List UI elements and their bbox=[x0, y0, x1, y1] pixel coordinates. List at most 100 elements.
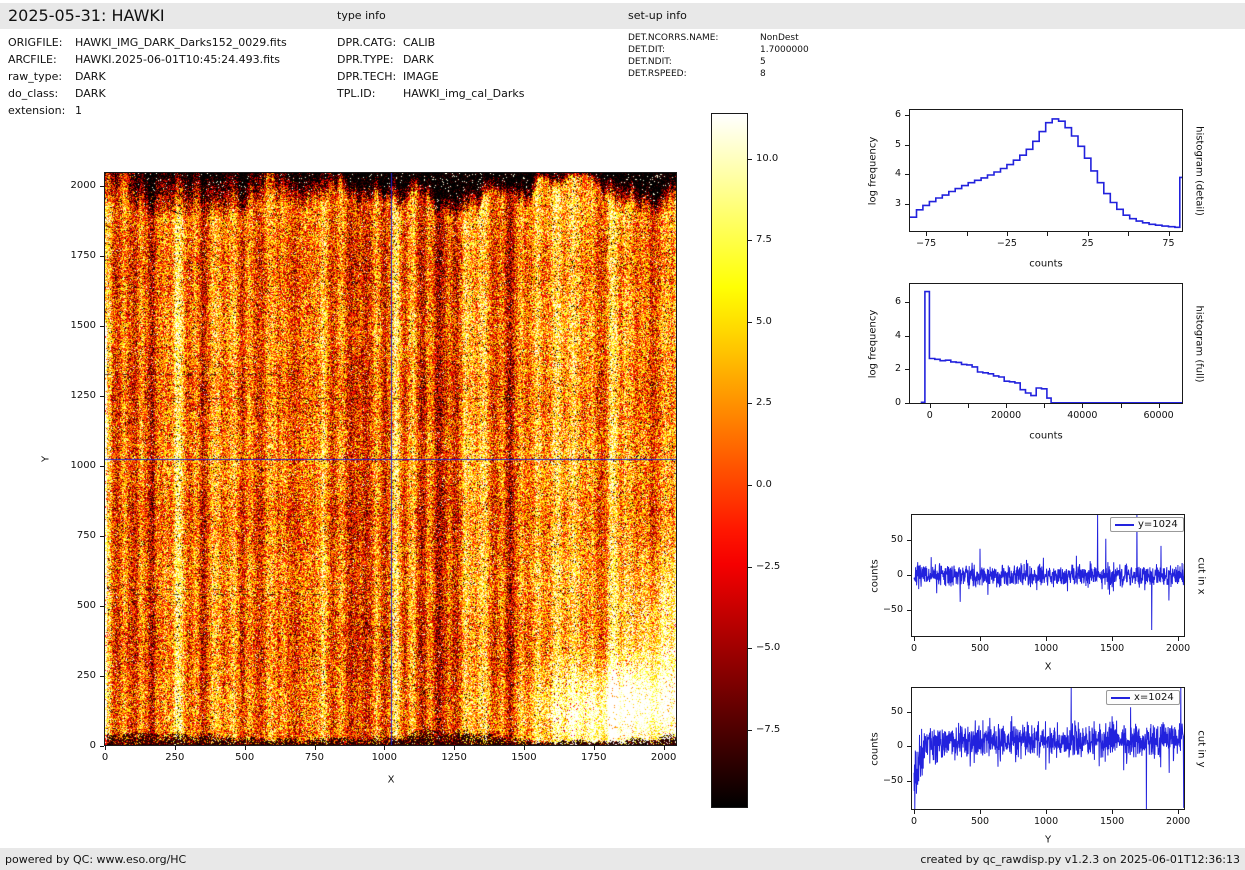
main-image-xtick-mark bbox=[174, 746, 176, 750]
histogram-detail-plot bbox=[910, 118, 1183, 229]
origfile-label: ORIGFILE: bbox=[8, 36, 63, 49]
histogram-detail-xtick-label: 75 bbox=[1162, 238, 1175, 249]
colorbar-tick-label: 10.0 bbox=[756, 152, 779, 164]
origfile-value: HAWKI_IMG_DARK_Darks152_0029.fits bbox=[75, 36, 287, 49]
cut-in-x-xtick-label: 1000 bbox=[1033, 643, 1059, 654]
dark-frame-heatmap bbox=[105, 173, 677, 746]
histogram-detail-ytick-mark bbox=[905, 115, 909, 117]
histogram-detail-xtick-mark bbox=[966, 232, 968, 236]
colorbar-tick-mark bbox=[748, 729, 752, 731]
cut-in-y-xtick-mark bbox=[914, 810, 915, 814]
histogram-full-xtick-label: 40000 bbox=[1067, 410, 1098, 421]
dpr-type-label: DPR.TYPE: bbox=[337, 53, 394, 66]
footer-right-text: created by qc_rawdisp.py v1.2.3 on 2025-… bbox=[920, 853, 1240, 866]
cut-y-y-label: counts bbox=[869, 732, 881, 766]
cut-in-y-ytick-label: 50 bbox=[890, 705, 903, 717]
main-image-ytick-label: 2000 bbox=[70, 180, 96, 192]
legend-line-swatch bbox=[1115, 523, 1134, 526]
legend-line-swatch bbox=[1111, 696, 1130, 699]
histogram-detail-xtick-label: −25 bbox=[996, 238, 1017, 249]
histogram-full-ytick-mark bbox=[905, 369, 909, 371]
cut-in-x-xtick-mark bbox=[1112, 637, 1114, 641]
histogram-full-plot bbox=[920, 290, 1183, 404]
hist-detail-x-label: counts bbox=[1029, 258, 1063, 270]
main-image-ytick-mark bbox=[100, 256, 104, 258]
main-image-xtick-mark bbox=[523, 746, 525, 750]
hist-detail-side-label: histogram (detail) bbox=[1193, 126, 1205, 216]
histogram-full-xtick-mark bbox=[1006, 404, 1008, 408]
main-image-xtick-label: 0 bbox=[101, 752, 109, 763]
det-dit-value: 1.7000000 bbox=[760, 45, 809, 55]
main-image-xtick-mark bbox=[454, 746, 456, 750]
dpr-type-value: DARK bbox=[403, 53, 434, 66]
main-image-ytick-mark bbox=[100, 396, 104, 398]
main-image-xtick-label: 2000 bbox=[650, 752, 677, 763]
cut-in-y-ytick-mark bbox=[907, 746, 911, 748]
type-info-heading: type info bbox=[337, 9, 386, 22]
histogram-detail-xtick-label: −75 bbox=[916, 238, 937, 249]
dpr-catg-label: DPR.CATG: bbox=[337, 36, 397, 49]
dpr-tech-label: DPR.TECH: bbox=[337, 70, 397, 83]
histogram-full-xtick-mark bbox=[1158, 404, 1160, 408]
cut-x-x-label: X bbox=[1044, 661, 1052, 673]
cut-in-x-xtick-label: 2000 bbox=[1166, 643, 1191, 654]
main-image-xtick-mark bbox=[663, 746, 665, 750]
extension-label: extension: bbox=[8, 104, 66, 117]
colorbar-tick-label: −2.5 bbox=[756, 560, 781, 572]
histogram-detail-ytick-mark bbox=[905, 144, 909, 146]
main-image-xtick-label: 1000 bbox=[371, 752, 398, 763]
main-image-ytick-mark bbox=[100, 746, 104, 747]
cut-in-y-ytick-label: −50 bbox=[882, 774, 903, 786]
histogram-full-xtick-label: 20000 bbox=[990, 410, 1022, 421]
histogram-full-xtick-label: 60000 bbox=[1143, 410, 1174, 421]
main-image-ytick-label: 500 bbox=[76, 600, 96, 612]
colorbar-tick-label: −5.0 bbox=[756, 642, 781, 654]
cut-in-x-plot bbox=[913, 515, 1185, 631]
colorbar-tick-mark bbox=[748, 648, 752, 650]
histogram-detail-xtick-mark bbox=[1047, 232, 1049, 236]
histogram-detail-xtick-mark bbox=[1006, 232, 1008, 236]
cut-x-side-label: cut in x bbox=[1195, 557, 1207, 595]
main-image-xtick-label: 750 bbox=[304, 752, 325, 763]
cut-in-x-xtick-label: 500 bbox=[970, 643, 990, 654]
main-x-axis-label: X bbox=[387, 774, 395, 786]
extension-value: 1 bbox=[75, 104, 82, 117]
colorbar-tick-mark bbox=[748, 321, 752, 323]
histogram-detail-xtick-label: 25 bbox=[1081, 238, 1094, 249]
cut-in-y-line bbox=[913, 688, 1185, 810]
cut-in-x-xtick-mark bbox=[914, 637, 915, 641]
cut-x-legend: y=1024 bbox=[1110, 517, 1184, 532]
main-y-axis-label: Y bbox=[40, 455, 52, 463]
cut-in-y-xtick-label: 2000 bbox=[1166, 816, 1191, 827]
dpr-tech-value: IMAGE bbox=[403, 70, 439, 83]
main-image-xtick-label: 1250 bbox=[441, 752, 467, 763]
rawtype-value: DARK bbox=[75, 70, 106, 83]
main-image-xtick-mark bbox=[105, 746, 106, 750]
cut-in-x-ytick-mark bbox=[907, 610, 911, 612]
colorbar-tick-label: −7.5 bbox=[756, 723, 781, 735]
doclass-value: DARK bbox=[75, 87, 106, 100]
det-rspeed-label: DET.RSPEED: bbox=[628, 69, 687, 79]
main-image-ytick-mark bbox=[100, 536, 104, 538]
main-image-ytick-mark bbox=[100, 606, 104, 608]
main-image-ytick-label: 1250 bbox=[70, 390, 96, 402]
histogram-full-ytick-label: 0 bbox=[894, 397, 901, 409]
hist-full-x-label: counts bbox=[1029, 430, 1063, 442]
cut-y-x-label: Y bbox=[1044, 834, 1052, 846]
cut-in-x-line bbox=[913, 515, 1185, 631]
colorbar-tick-mark bbox=[748, 240, 752, 242]
histogram-full-ytick-mark bbox=[905, 335, 909, 337]
histogram-full-xtick-mark bbox=[1044, 404, 1046, 408]
main-image-xtick-mark bbox=[384, 746, 386, 750]
cut-in-y-xtick-mark bbox=[1112, 810, 1114, 814]
hist-detail-y-label: log frequency bbox=[867, 136, 879, 206]
histogram-full-ytick-mark bbox=[905, 302, 909, 303]
header-bar bbox=[0, 3, 1245, 29]
footer-bar bbox=[0, 848, 1245, 870]
colorbar-tick-label: 7.5 bbox=[756, 234, 772, 246]
histogram-full-xtick-mark bbox=[1082, 404, 1084, 408]
colorbar-tick-mark bbox=[748, 566, 752, 568]
cut-in-x-xtick-mark bbox=[1178, 637, 1180, 641]
cut-in-x-ytick-mark bbox=[907, 540, 911, 542]
cut-y-legend-label: x=1024 bbox=[1134, 692, 1174, 703]
